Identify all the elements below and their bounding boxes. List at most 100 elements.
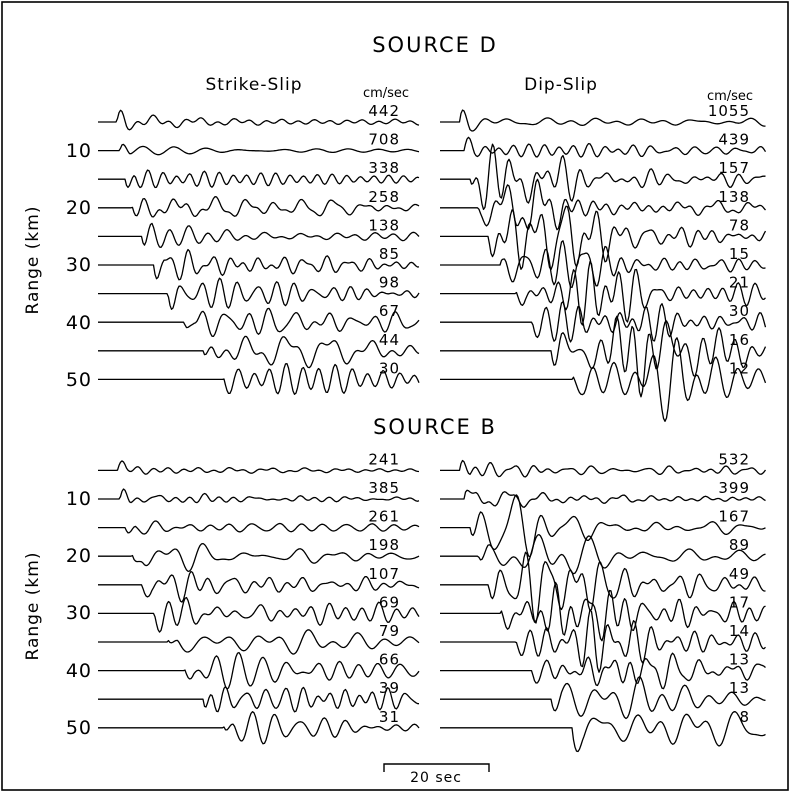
amplitudes-b-strike: 241 385 261 198 107 69 79 66 39 31: [368, 450, 400, 726]
units-label-d-dip: cm/sec: [707, 89, 753, 104]
trace-d-strike-45km: [98, 335, 420, 369]
trace-d-dip-35km: [440, 260, 766, 326]
y-tick-b-50: 50: [66, 717, 92, 739]
trace-b-dip-5km: [440, 459, 767, 478]
trace-d-strike-10km: [98, 143, 420, 156]
y-tick-d-20: 20: [66, 197, 92, 219]
time-scale-bar: 20 sec: [383, 763, 490, 786]
trace-d-strike-50km: [98, 363, 420, 395]
trace-b-dip-40km: [440, 652, 766, 690]
trace-d-strike-5km: [98, 109, 420, 131]
trace-d-strike-20km: [98, 196, 420, 218]
amplitude-label-d-dip-10km: 439: [718, 131, 750, 149]
amplitude-label-d-dip-5km: 1055: [708, 102, 750, 120]
trace-d-strike-15km: [98, 169, 420, 189]
panel-source-b: SOURCE B Range (km) 10 20 30 40 50 241 38…: [23, 415, 767, 753]
y-tick-b-40: 40: [66, 660, 92, 682]
trace-b-dip-10km: [440, 489, 766, 508]
traces-b-strike: [98, 460, 420, 745]
trace-d-strike-35km: [98, 277, 420, 310]
amplitude-label-d-strike-20km: 258: [368, 188, 400, 206]
amplitude-label-d-dip-35km: 21: [729, 274, 750, 292]
trace-b-strike-40km: [98, 651, 420, 690]
amplitude-label-b-dip-45km: 13: [729, 679, 750, 697]
traces-d-strike: [98, 109, 420, 395]
panel-source-d: SOURCE D Strike-Slip Dip-Slip cm/sec cm/…: [23, 33, 767, 422]
amplitude-label-d-strike-25km: 138: [368, 216, 400, 234]
amplitude-label-d-strike-50km: 30: [379, 359, 400, 377]
amplitude-label-b-dip-25km: 49: [729, 565, 750, 583]
amplitude-label-b-strike-45km: 39: [379, 679, 400, 697]
amplitude-label-b-strike-5km: 241: [368, 450, 400, 468]
trace-b-strike-25km: [98, 570, 420, 603]
trace-d-dip-30km: [440, 240, 766, 289]
y-tick-d-50: 50: [66, 369, 92, 391]
trace-b-strike-45km: [98, 686, 420, 713]
amplitude-label-d-strike-45km: 44: [379, 331, 400, 349]
amplitude-label-d-dip-25km: 78: [729, 216, 750, 234]
trace-d-dip-10km: [440, 136, 767, 158]
scale-bar-label: 20 sec: [410, 770, 462, 786]
amplitude-label-b-strike-35km: 79: [379, 622, 400, 640]
amplitude-label-d-strike-40km: 67: [379, 302, 400, 320]
amplitude-label-b-dip-15km: 167: [718, 508, 750, 526]
amplitude-label-d-dip-20km: 138: [718, 188, 750, 206]
amplitude-label-d-strike-5km: 442: [368, 102, 400, 120]
y-axis-label-d: Range (km): [23, 206, 43, 315]
column-title-d-strike: Strike-Slip: [205, 75, 302, 95]
trace-b-dip-50km: [440, 711, 766, 753]
amplitude-label-b-dip-35km: 14: [729, 622, 750, 640]
trace-b-strike-35km: [98, 629, 420, 655]
trace-d-dip-50km: [440, 337, 767, 422]
trace-b-strike-30km: [98, 596, 420, 633]
amplitude-label-d-strike-30km: 85: [379, 245, 400, 263]
trace-d-dip-20km: [440, 178, 766, 231]
traces-b-dip: [440, 459, 767, 753]
amplitude-label-b-dip-5km: 532: [718, 450, 750, 468]
y-tick-d-40: 40: [66, 312, 92, 334]
y-tick-d-10: 10: [66, 140, 92, 162]
amplitude-label-b-strike-40km: 66: [379, 651, 400, 669]
amplitude-label-d-dip-50km: 12: [729, 359, 750, 377]
amplitude-label-b-strike-50km: 31: [379, 708, 400, 726]
units-label-d-strike: cm/sec: [363, 86, 409, 101]
trace-b-dip-25km: [440, 551, 766, 624]
trace-d-strike-30km: [98, 248, 420, 281]
trace-b-dip-45km: [440, 676, 766, 720]
amplitude-label-b-dip-40km: 13: [729, 651, 750, 669]
amplitude-label-d-dip-15km: 157: [718, 159, 750, 177]
amplitudes-b-dip: 532 399 167 89 49 17 14 13 13 8: [718, 450, 750, 726]
column-title-d-dip: Dip-Slip: [524, 75, 598, 95]
y-axis-label-b: Range (km): [23, 552, 43, 661]
trace-d-dip-45km: [440, 315, 767, 398]
amplitude-label-b-strike-10km: 385: [368, 479, 400, 497]
amplitude-label-d-dip-30km: 15: [729, 245, 750, 263]
amplitude-label-b-dip-10km: 399: [718, 479, 750, 497]
trace-d-dip-5km: [440, 109, 766, 132]
trace-b-strike-20km: [98, 542, 420, 572]
trace-b-strike-50km: [98, 711, 420, 745]
trace-d-strike-40km: [98, 307, 420, 337]
trace-d-dip-15km: [440, 143, 766, 211]
panel-title-b: SOURCE B: [373, 415, 497, 439]
amplitude-label-b-strike-15km: 261: [368, 508, 400, 526]
amplitude-label-b-dip-30km: 17: [729, 593, 750, 611]
amplitude-label-b-strike-25km: 107: [368, 565, 400, 583]
amplitude-label-d-strike-10km: 708: [368, 131, 400, 149]
amplitude-label-d-strike-35km: 98: [379, 274, 400, 292]
amplitude-label-b-dip-50km: 8: [739, 708, 750, 726]
traces-d-dip: [440, 109, 767, 422]
y-tick-b-10: 10: [66, 488, 92, 510]
y-tick-b-30: 30: [66, 602, 92, 624]
trace-b-strike-15km: [98, 520, 420, 535]
trace-d-dip-40km: [440, 301, 767, 343]
amplitude-label-d-dip-45km: 16: [729, 331, 750, 349]
trace-b-strike-10km: [98, 488, 420, 504]
amplitude-label-b-dip-20km: 89: [729, 536, 750, 554]
trace-b-strike-5km: [98, 460, 420, 475]
y-tick-d-30: 30: [66, 254, 92, 276]
trace-d-strike-25km: [98, 222, 420, 249]
panel-title-d: SOURCE D: [372, 33, 498, 57]
